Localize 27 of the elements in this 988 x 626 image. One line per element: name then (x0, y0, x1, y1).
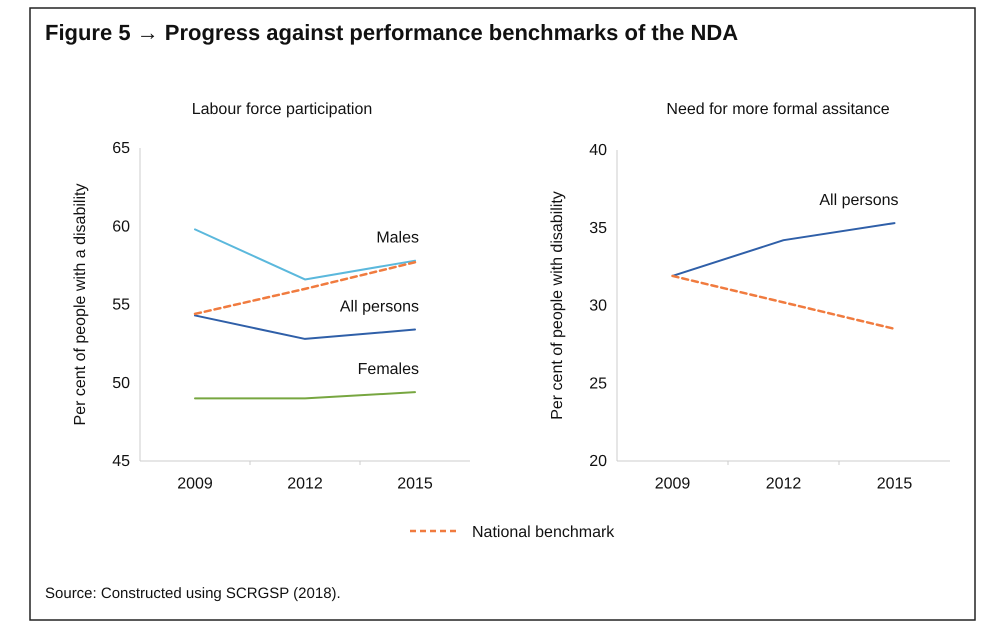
x-tick-label: 2009 (177, 475, 213, 492)
x-tick-label: 2009 (654, 475, 690, 492)
x-tick-label: 2012 (766, 475, 802, 492)
legend-label: National benchmark (472, 524, 616, 541)
x-tick-label: 2015 (397, 475, 433, 492)
y-tick-label: 40 (589, 142, 608, 160)
y-axis-title: Per cent of people with disability (549, 191, 566, 420)
y-tick-label: 35 (589, 220, 608, 237)
y-tick-label: 65 (112, 140, 130, 158)
x-tick-label: 2015 (876, 475, 912, 492)
y-tick-label: 30 (589, 298, 608, 315)
series-label: Males (376, 230, 419, 247)
x-tick-label: 2012 (287, 475, 323, 492)
series-label: Females (358, 361, 419, 378)
y-tick-label: 60 (112, 218, 130, 236)
y-tick-label: 50 (112, 374, 130, 392)
y-tick-label: 55 (112, 296, 130, 314)
series-label: All persons (340, 298, 419, 316)
chart-subtitle: Need for more formal assitance (666, 101, 890, 118)
y-tick-label: 20 (589, 453, 608, 470)
series-label: All persons (819, 192, 898, 210)
y-tick-label: 25 (589, 375, 608, 392)
chart-subtitle: Labour force participation (192, 101, 372, 118)
chart-title: Figure 5 → Progress against performance benchmarks of the NDA (45, 20, 738, 45)
y-tick-label: 45 (112, 453, 130, 470)
source-note: Source: Constructed using SCRGSP (2018). (45, 585, 341, 602)
y-axis-title: Per cent of people with a disability (72, 184, 89, 426)
